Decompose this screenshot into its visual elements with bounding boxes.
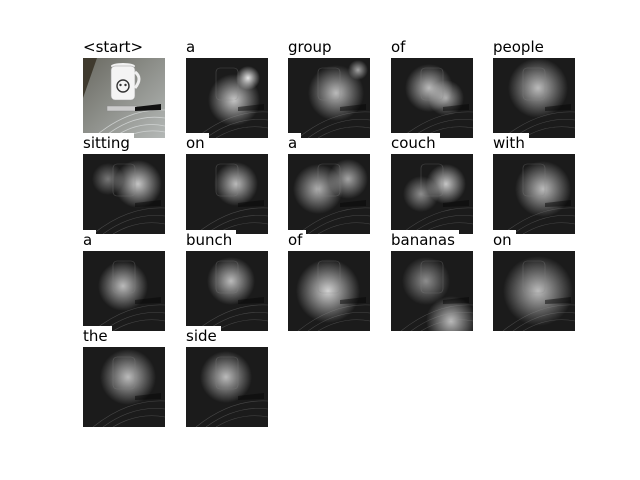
attention-panel: of [391, 18, 473, 138]
attention-panel: the [83, 307, 165, 427]
attention-map [186, 58, 268, 138]
attention-panel: <start> [83, 18, 165, 138]
attention-panel: side [186, 307, 268, 427]
caption-word: bananas [391, 230, 459, 249]
attention-panel: on [493, 211, 575, 331]
attention-map [288, 251, 370, 331]
attention-map [288, 58, 370, 138]
caption-word: <start> [83, 37, 148, 56]
caption-word: a [288, 133, 302, 152]
attention-panel: bananas [391, 211, 473, 331]
source-photo [83, 58, 165, 138]
attention-map [391, 251, 473, 331]
attention-map [186, 154, 268, 234]
caption-word: the [83, 326, 112, 345]
attention-map [83, 251, 165, 331]
caption-word: side [186, 326, 221, 345]
caption-word: couch [391, 133, 440, 152]
caption-word: sitting [83, 133, 134, 152]
attention-panel: sitting [83, 114, 165, 234]
attention-panel: couch [391, 114, 473, 234]
attention-panel: bunch [186, 211, 268, 331]
attention-map [186, 347, 268, 427]
caption-word: a [186, 37, 200, 56]
caption-word: group [288, 37, 336, 56]
caption-word: of [391, 37, 410, 56]
caption-word: on [493, 230, 516, 249]
attention-map [391, 58, 473, 138]
caption-word: with [493, 133, 529, 152]
caption-word: a [83, 230, 97, 249]
attention-panel: on [186, 114, 268, 234]
attention-map [186, 251, 268, 331]
attention-map [391, 154, 473, 234]
attention-map [493, 154, 575, 234]
attention-map [493, 251, 575, 331]
attention-panel: a [186, 18, 268, 138]
attention-panel: of [288, 211, 370, 331]
caption-word: on [186, 133, 209, 152]
attention-panel: with [493, 114, 575, 234]
attention-map [288, 154, 370, 234]
attention-map [83, 347, 165, 427]
caption-word: of [288, 230, 307, 249]
attention-panel: group [288, 18, 370, 138]
attention-panel: a [288, 114, 370, 234]
caption-word: people [493, 37, 548, 56]
attention-panel: a [83, 211, 165, 331]
attention-map [83, 154, 165, 234]
caption-word: bunch [186, 230, 237, 249]
